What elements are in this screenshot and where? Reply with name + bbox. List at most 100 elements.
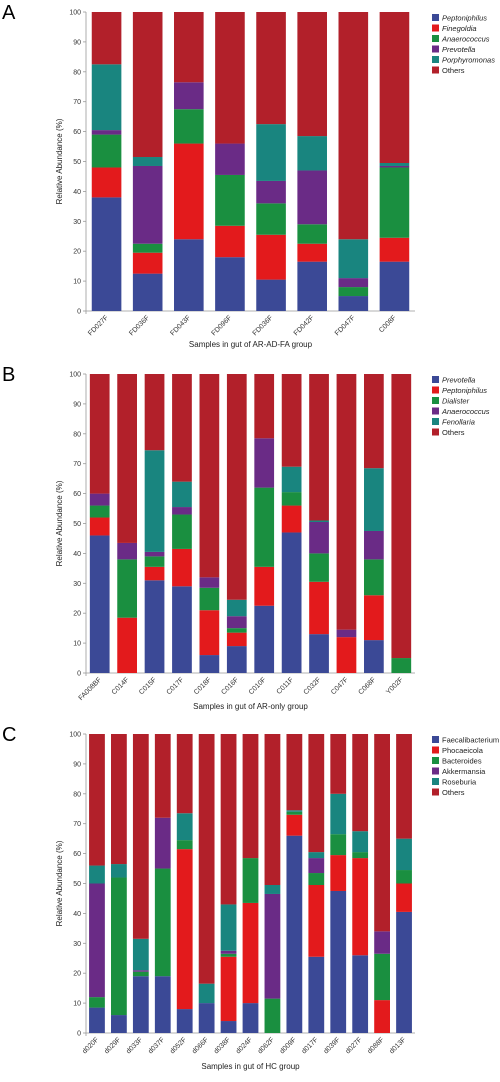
legend-swatch <box>432 418 439 425</box>
x-tick-label: d027F <box>345 1036 364 1055</box>
legend-label: Finegoldia <box>442 24 477 33</box>
bar-segment <box>226 628 247 633</box>
legend-label: Roseburia <box>442 778 477 787</box>
bar-segment <box>297 12 327 137</box>
bar-segment <box>220 953 237 957</box>
panel-b: B 0 10 20 30 40 50 60 70 80 90 100 Relative Abundan… <box>0 362 500 722</box>
legend-label: Prevotella <box>442 45 475 54</box>
legend-label: Others <box>442 66 465 75</box>
bar-segment <box>396 838 412 871</box>
y-tick-label: 90 <box>73 39 81 46</box>
bar-segment <box>281 532 302 673</box>
bar-segment <box>89 1007 105 1033</box>
x-tick-label: C015F <box>138 676 158 696</box>
y-tick-label: 50 <box>73 521 81 528</box>
bar-segment <box>89 997 105 1008</box>
bar-segment <box>364 640 384 673</box>
bar-segment <box>309 520 329 523</box>
bar-segment <box>309 522 329 554</box>
x-tick-label: d052F <box>169 1036 188 1055</box>
bar-segment <box>89 535 110 673</box>
bar-segment <box>172 548 192 587</box>
bar-segment <box>172 481 192 508</box>
bar-segment <box>254 487 275 567</box>
y-tick-label: 30 <box>73 219 81 226</box>
stacked-bar-chart-b: 0 10 20 30 40 50 60 70 80 90 100 Relative Abundance… <box>55 372 490 712</box>
bar-segment <box>379 162 410 166</box>
y-tick-label: 60 <box>73 129 81 136</box>
bar-segment <box>297 243 327 262</box>
bar-segment <box>264 998 281 1033</box>
x-axis-title: Samples in gut of HC group <box>201 1062 300 1071</box>
y-tick-label: 20 <box>73 611 81 618</box>
bar-segment <box>132 971 149 977</box>
bar-segment <box>117 559 137 618</box>
bar-segment <box>144 580 165 673</box>
bar-segment <box>111 1015 127 1033</box>
bar-segment <box>308 734 325 853</box>
y-tick-label: 60 <box>73 491 81 498</box>
y-tick-label: 30 <box>73 941 81 948</box>
bar-segment <box>396 870 412 884</box>
bar-segment <box>132 976 149 1033</box>
bar-segment <box>89 734 105 866</box>
y-tick-label: 20 <box>73 971 81 978</box>
legend-swatch <box>432 66 439 74</box>
bar-segment <box>256 234 286 280</box>
legend-label: Porphyromonas <box>442 56 495 65</box>
x-tick-label: FD047F <box>334 314 357 337</box>
y-tick-label: 50 <box>73 159 81 166</box>
y-tick-label: 60 <box>73 851 81 858</box>
bar-segment <box>254 566 275 606</box>
bar-segment <box>308 873 325 885</box>
bar-segment <box>256 124 286 181</box>
legend-label: Prevotella <box>442 376 475 385</box>
bar-segment <box>364 559 384 596</box>
x-axis-title: Samples in gut of AR-AD-FA group <box>189 340 313 349</box>
bar-segment <box>352 955 369 1033</box>
bar-segment <box>91 12 122 65</box>
x-tick-label: d029F <box>103 1036 122 1055</box>
x-tick-label: FD027F <box>87 314 110 337</box>
y-tick-label: 0 <box>77 1031 81 1038</box>
bar-segment <box>308 884 325 957</box>
bar-segment <box>89 493 110 506</box>
bar-segment <box>117 542 137 560</box>
bar-segment <box>396 911 412 1033</box>
legend-label: Akkermansia <box>442 767 486 776</box>
bar-segment <box>286 810 303 812</box>
bar-segment <box>215 143 245 175</box>
legend-label: Phocaeicola <box>442 746 484 755</box>
bar-segment <box>254 438 275 488</box>
y-tick-label: 30 <box>73 581 81 588</box>
bar-segment <box>132 157 163 166</box>
bar-segment <box>89 883 105 998</box>
x-tick-label: C017F <box>166 676 186 696</box>
bar-segment <box>89 374 110 494</box>
legend-label: Fenollaria <box>442 418 475 427</box>
panel-letter: A <box>2 2 16 24</box>
bar-segment <box>89 517 110 536</box>
bar-segment <box>286 811 303 815</box>
bar-segment <box>264 734 281 885</box>
x-tick-label: d009F <box>279 1036 298 1055</box>
x-tick-label: Y002F <box>385 676 405 696</box>
x-tick-label: C010F <box>248 676 268 696</box>
bar-segment <box>198 734 215 984</box>
x-tick-label: C008F <box>378 314 398 334</box>
y-tick-label: 100 <box>69 372 81 379</box>
bar-segment <box>174 12 204 83</box>
y-tick-label: 80 <box>73 69 81 76</box>
bar-segment <box>379 12 410 163</box>
bar-segment <box>336 629 357 638</box>
bar-segment <box>174 239 204 311</box>
x-tick-label: d017F <box>301 1036 320 1055</box>
legend-label: Bacteroides <box>442 757 482 766</box>
y-tick-label: 40 <box>73 911 81 918</box>
bar-segment <box>330 834 347 856</box>
bar-segment <box>330 890 347 1033</box>
stacked-bar-chart-c: 0 10 20 30 40 50 60 70 80 90 100 Relative Abundance… <box>55 732 499 1072</box>
bar-segment <box>374 734 390 932</box>
bar-segment <box>198 1003 215 1033</box>
legend-swatch <box>432 376 439 383</box>
